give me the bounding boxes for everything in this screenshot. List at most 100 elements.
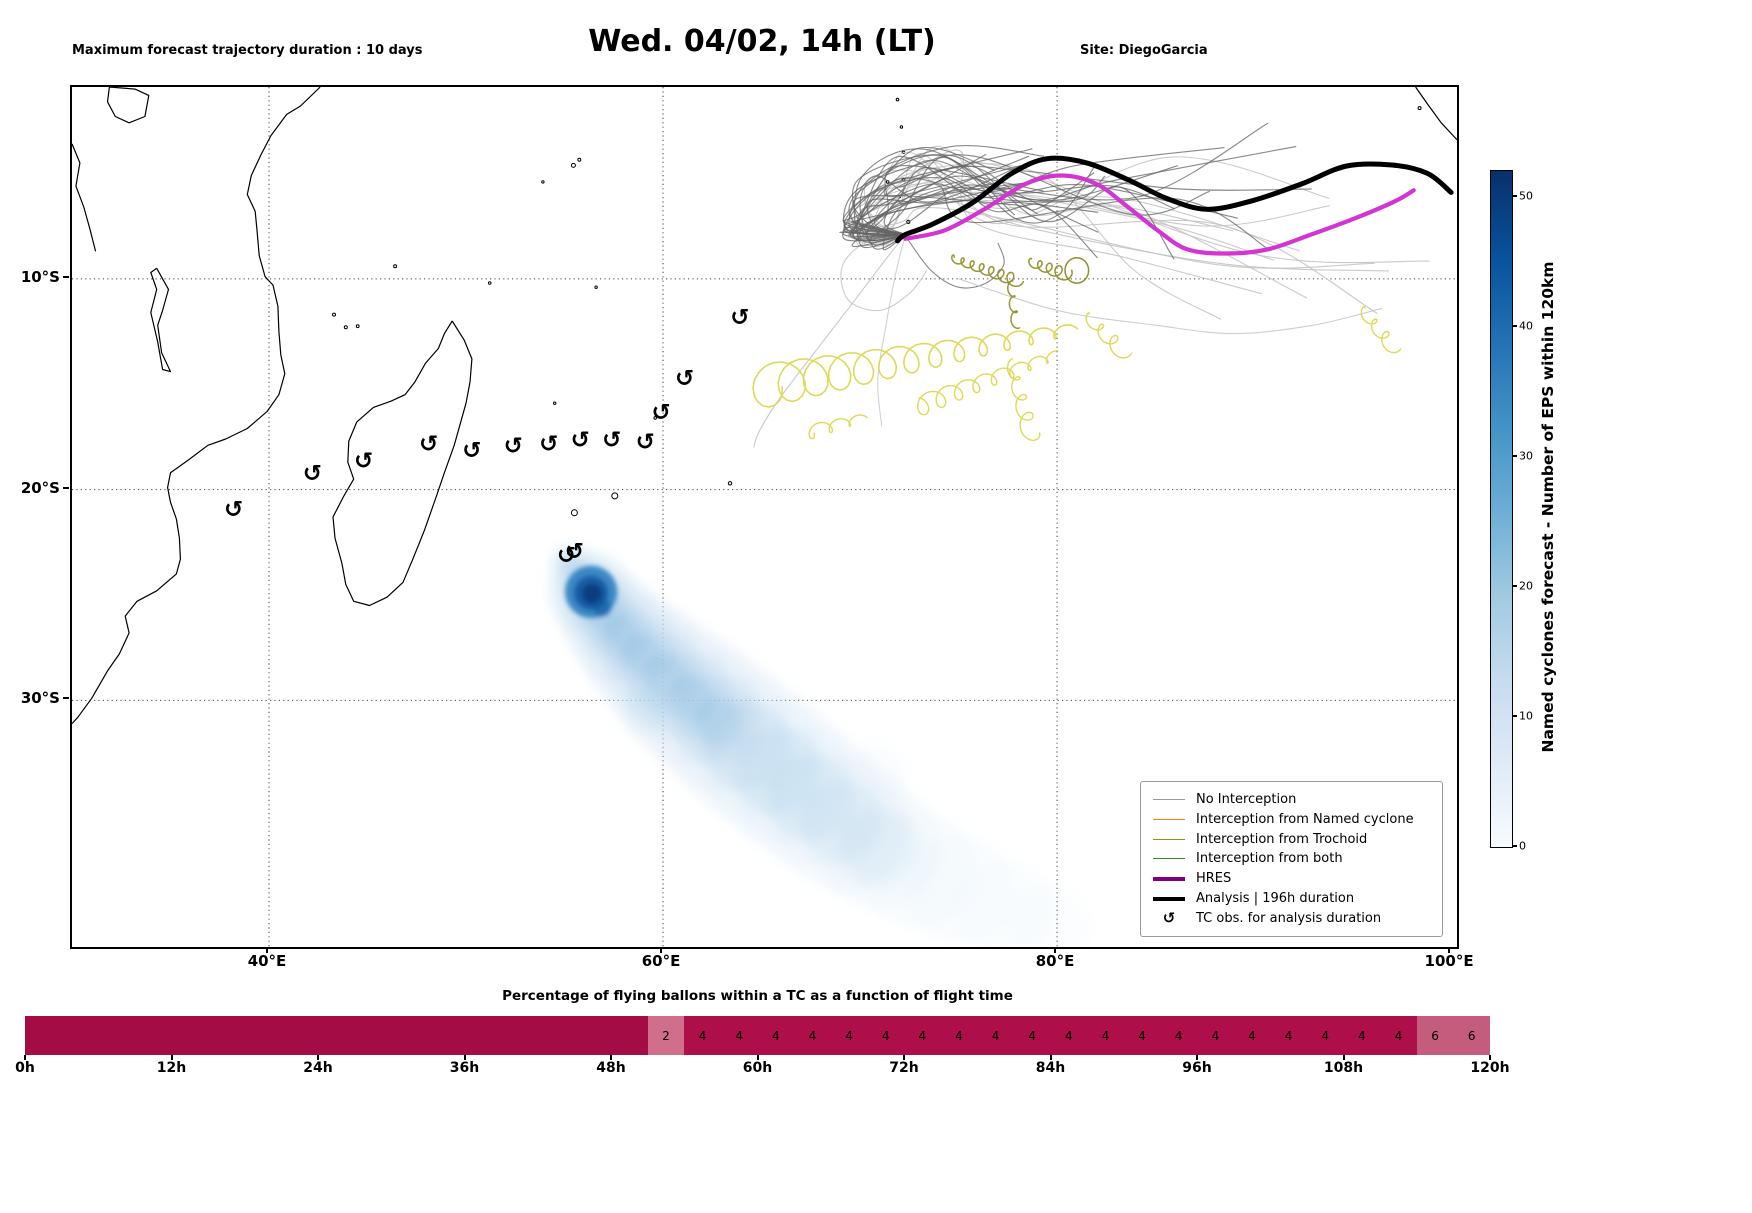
coastline-sumatra bbox=[1415, 87, 1457, 141]
legend-item: No Interception bbox=[1151, 790, 1432, 809]
bar-segment: 4 bbox=[1270, 1016, 1307, 1055]
tc-obs-symbol: ↺ bbox=[557, 543, 576, 569]
tc-obs-symbol: ↺ bbox=[651, 400, 670, 426]
bar-x-tick-label: 96h bbox=[1182, 1060, 1212, 1076]
map-canvas: ↺↺↺↺↺↺↺↺↺↺↺↺↺↺↺ bbox=[72, 87, 1457, 947]
ensemble-member bbox=[850, 159, 1175, 241]
bar-x-tick-mark bbox=[756, 1055, 759, 1060]
coastline-africa bbox=[72, 87, 321, 725]
tc-obs-symbol: ↺ bbox=[303, 461, 322, 487]
trochoid-track bbox=[917, 349, 1059, 416]
colorbar-tick-label: 10 bbox=[1519, 709, 1533, 723]
tc-obs-symbol: ↺ bbox=[636, 429, 655, 455]
bar-segment: 4 bbox=[1160, 1016, 1197, 1055]
density-plume-core bbox=[565, 565, 618, 618]
figure-title: Wed. 04/02, 14h (LT) bbox=[588, 24, 936, 59]
island-dot bbox=[594, 285, 598, 289]
trochoid-track bbox=[808, 414, 868, 440]
bar-segment: 4 bbox=[1050, 1016, 1088, 1055]
bar-x-tick-label: 120h bbox=[1470, 1060, 1510, 1076]
ensemble-member bbox=[842, 165, 1312, 242]
bar-x-tick-label: 48h bbox=[596, 1060, 626, 1076]
bar-x-tick-mark bbox=[1049, 1055, 1052, 1060]
trochoid-loop bbox=[1064, 256, 1090, 284]
ensemble-stray bbox=[753, 234, 906, 448]
bar-segment: 6 bbox=[1453, 1016, 1490, 1055]
bar-x-tick-mark bbox=[1489, 1055, 1491, 1060]
colorbar-tick-mark bbox=[1512, 845, 1517, 847]
colorbar-tick-mark bbox=[1512, 585, 1517, 587]
coastline-lake_victoria bbox=[106, 87, 150, 124]
colorbar-tick-label: 30 bbox=[1519, 449, 1533, 463]
tc-obs-symbol: ↺ bbox=[539, 431, 558, 457]
analysis-track bbox=[895, 155, 1454, 244]
ensemble-stray bbox=[840, 233, 928, 312]
colorbar-tick-mark bbox=[1512, 715, 1517, 717]
ensemble-stray bbox=[958, 278, 1383, 335]
tc-obs-symbol: ↺ bbox=[419, 431, 438, 457]
ensemble-member bbox=[851, 165, 1044, 248]
tc-obs-symbol: ↺ bbox=[565, 539, 584, 565]
tc-obs-symbol: ↺ bbox=[675, 366, 694, 392]
ensemble-member-light bbox=[864, 169, 1234, 236]
legend-line-swatch bbox=[1151, 876, 1187, 881]
x-tick-label: 40°E bbox=[247, 952, 287, 970]
tc-obs-symbol: ↺ bbox=[462, 438, 481, 464]
ensemble-member-light bbox=[847, 163, 1222, 320]
island-dot bbox=[611, 492, 619, 500]
island-dot bbox=[553, 401, 557, 405]
bar-x-tick-mark bbox=[1196, 1055, 1198, 1060]
island-dot bbox=[899, 125, 904, 129]
bar-segment: 4 bbox=[684, 1016, 721, 1055]
colorbar-tick-mark bbox=[1512, 455, 1517, 457]
bar-segment: 4 bbox=[940, 1016, 978, 1055]
density-plume bbox=[549, 543, 1093, 947]
legend-line-swatch bbox=[1151, 799, 1187, 800]
bar-segment: 4 bbox=[1123, 1016, 1161, 1055]
legend-item: Analysis | 196h duration bbox=[1151, 889, 1432, 908]
tc-obs-symbol: ↺ bbox=[730, 305, 749, 331]
colorbar bbox=[1490, 170, 1513, 848]
island-dot bbox=[393, 264, 398, 269]
island-dot bbox=[906, 219, 911, 224]
legend-line-swatch bbox=[1151, 896, 1187, 901]
bar-x-tick-label: 84h bbox=[1035, 1060, 1066, 1076]
legend-item-label: TC obs. for analysis duration bbox=[1196, 910, 1382, 926]
map-legend: No Interception Interception from Named c… bbox=[1140, 781, 1443, 937]
legend-item: Interception from both bbox=[1151, 849, 1432, 868]
bar-x-tick-mark bbox=[170, 1055, 173, 1060]
trochoid-track bbox=[1085, 312, 1133, 359]
legend-item-label: No Interception bbox=[1196, 792, 1297, 807]
legend-line-swatch bbox=[1151, 818, 1187, 820]
x-tick-mark bbox=[660, 947, 663, 953]
y-tick-mark bbox=[63, 486, 69, 489]
config-line-duration: Maximum forecast trajectory duration : 1… bbox=[72, 43, 423, 58]
ensemble-member bbox=[882, 165, 1178, 251]
bar-segment: 4 bbox=[794, 1016, 831, 1055]
bottom-chart-title: Percentage of flying ballons within a TC… bbox=[502, 988, 1013, 1004]
coastline-lake_malawi bbox=[150, 267, 172, 373]
ensemble-member-light bbox=[850, 161, 1430, 264]
ensemble-member bbox=[843, 177, 1099, 259]
colorbar-label: Named cyclones forecast - Number of EPS … bbox=[1539, 261, 1557, 753]
bar-x-tick-mark bbox=[903, 1055, 905, 1060]
bar-segment: 4 bbox=[1197, 1016, 1234, 1055]
bar-segment: 4 bbox=[720, 1016, 758, 1055]
bar-segment: 4 bbox=[1087, 1016, 1124, 1055]
legend-item-label: Interception from Trochoid bbox=[1196, 831, 1368, 847]
trochoid-track bbox=[1028, 257, 1073, 281]
colorbar-tick-mark bbox=[1512, 195, 1517, 197]
bar-segment: 4 bbox=[904, 1016, 941, 1055]
trochoid-track bbox=[1007, 279, 1021, 330]
tc-obs-symbol: ↺ bbox=[224, 497, 243, 523]
island-dot bbox=[727, 481, 733, 486]
bar-segment: 4 bbox=[977, 1016, 1014, 1055]
colorbar-gradient bbox=[1491, 171, 1512, 847]
bar-x-tick-mark bbox=[24, 1055, 26, 1060]
y-tick-mark bbox=[63, 697, 69, 700]
tc-obs-symbol-swatch: ↺ bbox=[1162, 909, 1176, 928]
bar-segment: 4 bbox=[1233, 1016, 1271, 1055]
legend-item: Interception from Named cyclone bbox=[1151, 810, 1432, 829]
bar-x-tick-label: 24h bbox=[303, 1060, 333, 1076]
